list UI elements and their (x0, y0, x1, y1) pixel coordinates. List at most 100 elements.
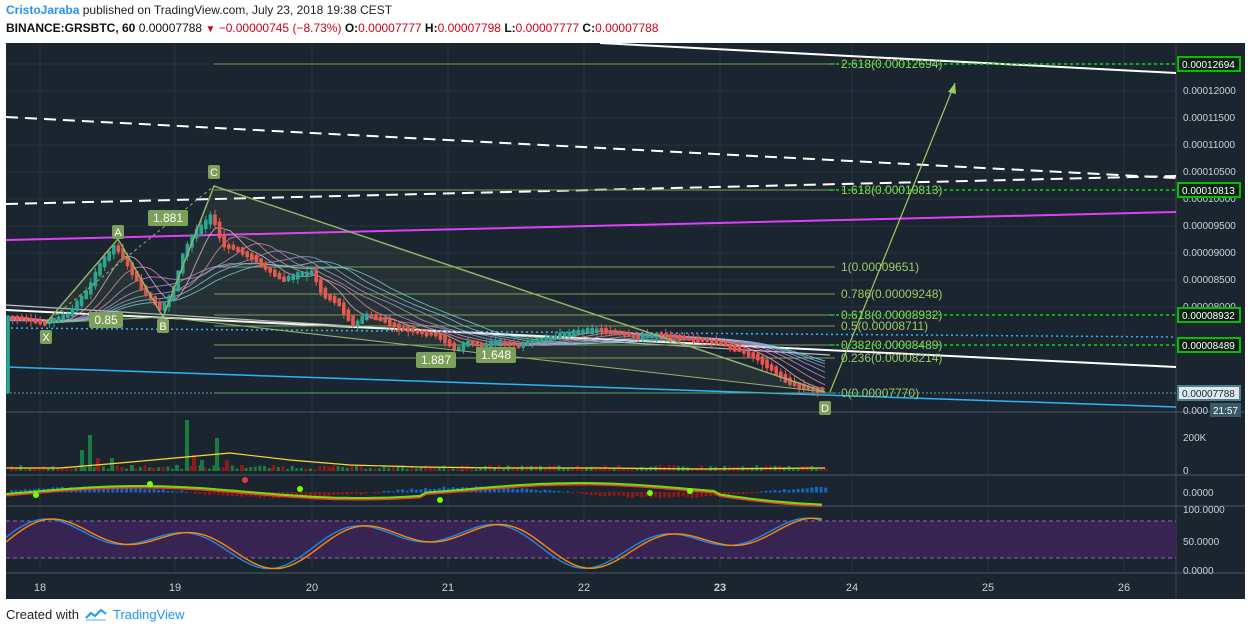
candle-body (296, 272, 300, 280)
macd-histogram-bar (778, 490, 782, 493)
candle-body (627, 332, 631, 337)
stochastic-rsi (5, 517, 823, 570)
volume-bar (120, 466, 124, 471)
time-tick-label: 21 (442, 582, 454, 594)
candle-body (392, 322, 397, 328)
candle-body (590, 327, 594, 334)
volume-bar (276, 467, 280, 471)
macd-histogram-bar (654, 492, 657, 497)
pattern-point-label: C (210, 167, 218, 179)
candle-body (107, 250, 111, 261)
macd-histogram-bar (111, 486, 115, 493)
cyan-trendline[interactable] (5, 366, 1177, 408)
candle-body (93, 271, 98, 287)
volume-bar (185, 420, 189, 471)
volume-bar (819, 468, 823, 471)
macd-histogram-bar (598, 492, 602, 497)
macd-cross-marker (297, 486, 303, 492)
macd-histogram-bar (23, 489, 27, 493)
publish-info: published on TradingView.com, July 23, 2… (82, 3, 393, 17)
macd-histogram-bar (19, 490, 23, 493)
candle-body (553, 335, 558, 340)
down-arrow-icon: ▼ (205, 24, 216, 35)
volume-bar (428, 467, 432, 471)
macd-signal-line (5, 483, 823, 507)
candle-body (112, 245, 116, 255)
projection-arrow[interactable] (829, 82, 956, 393)
candle-body (309, 270, 314, 275)
candle-body (705, 338, 709, 342)
tradingview-link[interactable]: TradingView (112, 607, 185, 622)
price-tag-inner (1179, 387, 1239, 399)
candle-body (158, 301, 162, 311)
author-link[interactable]: CristoJaraba (6, 3, 80, 17)
candle-body (222, 234, 226, 248)
time-axis[interactable]: 18 19 20 21 22 23 24 25 26 (34, 582, 1130, 594)
white-dashed-trendline-upper[interactable] (5, 116, 1177, 179)
macd-histogram-bar (709, 492, 713, 497)
candle-body (162, 302, 167, 311)
candle-body (539, 337, 544, 344)
volume-bar (92, 467, 96, 471)
candle-body (820, 387, 824, 393)
macd-histogram-bar (157, 489, 161, 493)
candle-body (346, 309, 351, 322)
candle-body (204, 219, 208, 229)
volume-bar (631, 467, 634, 471)
candle-body (797, 382, 801, 389)
time-axis-background (6, 573, 1176, 599)
candle-body (171, 286, 176, 300)
ratio-label: 1.881 (153, 211, 183, 225)
candle-body (98, 263, 102, 276)
candle-body (411, 327, 415, 333)
macd-histogram-bar (313, 492, 317, 498)
volume-bar (401, 465, 404, 471)
volume-bar (621, 468, 625, 471)
candle-body (650, 334, 654, 338)
candle-body (10, 315, 15, 321)
white-dashed-trendline-lower[interactable] (5, 175, 1177, 205)
macd-histogram-bar (759, 491, 763, 493)
volume-bar (281, 466, 285, 471)
grid-lines (6, 43, 1176, 573)
candle-body (503, 341, 507, 346)
macd-histogram-bar (230, 492, 234, 497)
macd-histogram-bar (792, 489, 795, 493)
price-tags: 0.00012694 0.00010813 0.00008932 0.00008489… (6, 56, 1241, 417)
fib-level-label: 0.5(0.00008711) (841, 319, 928, 333)
candle-body (181, 253, 185, 274)
macd-histogram-bar (332, 492, 335, 496)
candle-body (277, 272, 282, 280)
volume-bar (387, 467, 391, 471)
price-tag-label: 0.00010813 (1182, 186, 1235, 197)
time-tick-label: 22 (578, 582, 590, 594)
macd-cross-marker (647, 490, 653, 496)
symbol-label[interactable]: BINANCE:GRSBTC, 60 (6, 21, 136, 35)
macd-histogram-bar (396, 489, 400, 493)
volume-bar (313, 468, 317, 471)
macd-histogram-bar (221, 492, 225, 496)
candle-body (314, 269, 318, 283)
macd-histogram-bar (198, 492, 202, 494)
volume-bar (327, 466, 331, 471)
stoch-band (6, 521, 1176, 558)
candle-body (323, 287, 328, 299)
candle-body (415, 329, 420, 334)
volume-bar (286, 468, 289, 471)
macd-histogram-bar (575, 492, 579, 493)
volume-bar (792, 468, 795, 471)
candle-body (135, 271, 139, 282)
price-tick-label: 0.00011000 (1183, 140, 1236, 151)
stoch-scale-label: 50.0000 (1183, 537, 1220, 548)
last-price: 0.00007788 (138, 21, 203, 35)
candle-body (581, 329, 585, 334)
volume-bar (46, 468, 50, 471)
chart-canvas[interactable]: 2.618(0.00012694)1.618(0.00010813)1(0.00… (0, 40, 1251, 602)
macd-scale-label: 0.0000 (1183, 488, 1214, 499)
macd-histogram-bar (166, 490, 170, 493)
candle-body (337, 298, 341, 307)
white-top-trendline[interactable] (599, 42, 1177, 74)
macd-histogram-bar (819, 486, 823, 493)
macd-histogram-bar (102, 487, 105, 493)
volume-bar (405, 468, 409, 471)
